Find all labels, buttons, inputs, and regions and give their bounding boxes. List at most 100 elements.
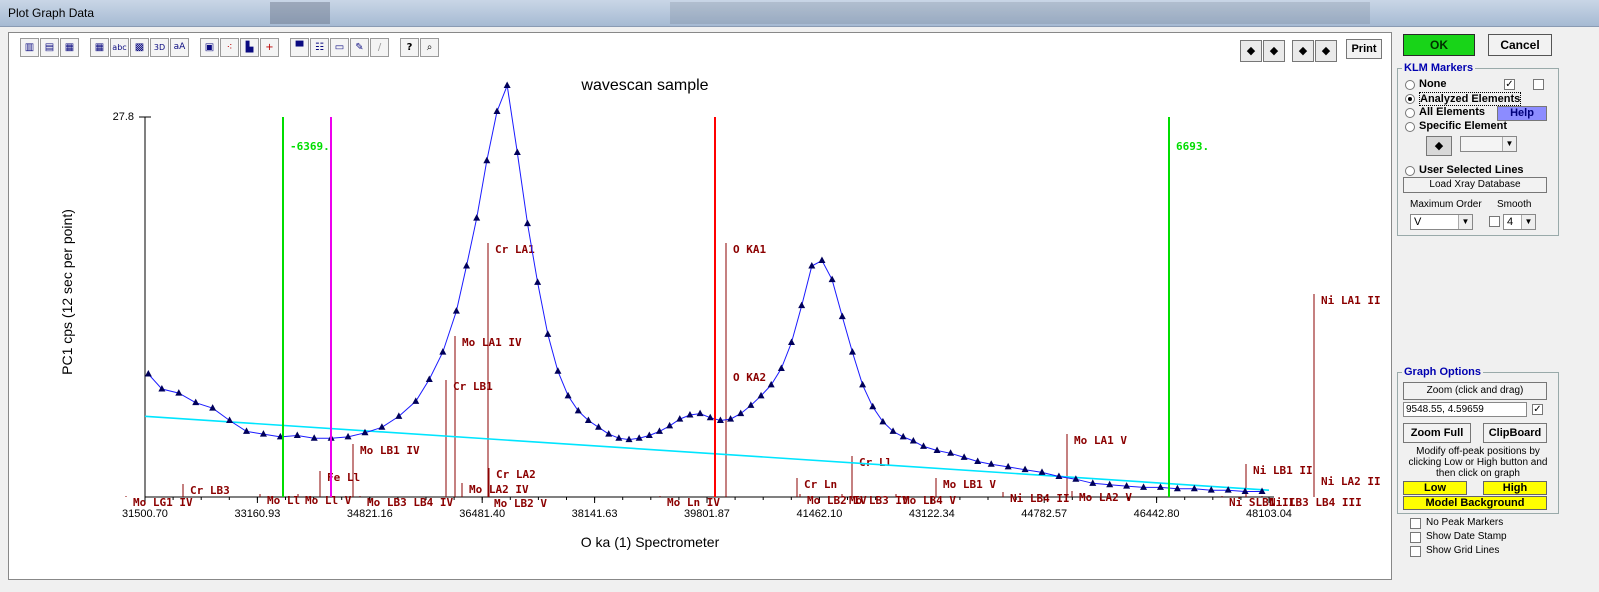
chart-type-icon[interactable]: ▙	[240, 38, 259, 57]
clipboard-button[interactable]: ClipBoard	[1483, 423, 1547, 443]
title-bar: Plot Graph Data	[0, 0, 1599, 27]
maximum-order-select[interactable]: V ▼	[1410, 214, 1473, 230]
element-select[interactable]: ▼	[1460, 136, 1517, 152]
data-point	[889, 427, 897, 434]
x-tick-label: 33160.93	[234, 508, 280, 520]
klm-marker-label: Mo LB1 IV	[360, 444, 420, 457]
x-tick-labels: 31500.70 33160.93 34821.16 36481.40 38141.63…	[122, 508, 1292, 520]
no-peak-markers-checkbox[interactable]	[1410, 518, 1421, 529]
data-point	[378, 423, 386, 430]
data-point	[798, 301, 806, 309]
ok-button[interactable]: OK	[1403, 34, 1475, 56]
data-point	[767, 380, 775, 388]
data-point	[158, 385, 166, 392]
data-point	[920, 442, 928, 449]
radio-user-selected-lines[interactable]	[1405, 166, 1415, 176]
klm-marker-label: Ni LA1 II	[1321, 294, 1381, 307]
klm-marker-label: Mo Ll	[267, 494, 300, 507]
show-grid-lines-checkbox[interactable]	[1410, 546, 1421, 557]
background-window-ghost	[670, 2, 1370, 24]
data-point	[1241, 487, 1249, 495]
wavescan-plot[interactable]: wavescan sample O ka (1) Spectrometer PC…	[0, 0, 1394, 592]
data-point	[1004, 462, 1012, 470]
pencil-icon[interactable]: /	[370, 38, 389, 57]
print-button[interactable]: Print	[1346, 39, 1382, 59]
show-date-stamp-checkbox[interactable]	[1410, 532, 1421, 543]
radio-specific-element[interactable]	[1405, 122, 1415, 132]
crosshair-icon[interactable]: +	[260, 38, 279, 57]
x-tick-label: 39801.87	[684, 508, 730, 520]
data-point	[439, 348, 447, 355]
x-tick-label: 48103.04	[1246, 508, 1292, 520]
cancel-button[interactable]: Cancel	[1488, 34, 1552, 56]
data-point	[727, 415, 735, 422]
data-point	[1207, 486, 1215, 493]
x-tick-label: 31500.70	[122, 508, 168, 520]
bar-chart-icon[interactable]: ▥	[20, 38, 39, 57]
maximum-order-label: Maximum Order	[1410, 199, 1482, 210]
help-icon[interactable]: ?	[400, 38, 419, 57]
smooth-select[interactable]: 4 ▼	[1503, 214, 1536, 230]
radio-all-elements[interactable]	[1405, 108, 1415, 118]
klm-marker-label: Cr LB1	[453, 380, 493, 393]
data-point	[395, 412, 403, 419]
data-point	[848, 348, 856, 355]
3d-icon[interactable]: 3D	[150, 38, 169, 57]
data-point	[828, 275, 836, 283]
low-button[interactable]: Low	[1403, 481, 1467, 495]
x-tick-label: 38141.63	[572, 508, 618, 520]
line-chart-icon[interactable]: ▦	[60, 38, 79, 57]
element-spin-arrows[interactable]: ◆	[1426, 136, 1452, 156]
edit-icon[interactable]: ✎	[350, 38, 369, 57]
klm-marker-label: Mo LA1 V	[1074, 434, 1127, 447]
font-icon[interactable]: aA	[170, 38, 189, 57]
zoom-full-button[interactable]: Zoom Full	[1403, 423, 1471, 443]
zoom-vertical-arrows[interactable]: ◆	[1292, 40, 1314, 62]
option-none: None	[1419, 78, 1447, 90]
model-background-button[interactable]: Model Background	[1403, 496, 1547, 510]
legend-icon[interactable]: ▀	[290, 38, 309, 57]
high-button[interactable]: High	[1483, 481, 1547, 495]
zoom-horizontal-arrows[interactable]: ◆	[1315, 40, 1337, 62]
scroll-vertical-arrows[interactable]: ◆	[1240, 40, 1262, 62]
radio-analyzed-elements[interactable]	[1405, 94, 1415, 104]
scroll-horizontal-arrows[interactable]: ◆	[1263, 40, 1285, 62]
data-point	[1156, 483, 1164, 490]
coordinates-checkbox[interactable]: ✓	[1532, 404, 1543, 415]
klm-marker-label: Mo LA1 IV	[462, 336, 522, 349]
table-icon[interactable]: ▦	[90, 38, 109, 57]
copy-icon[interactable]: ▣	[200, 38, 219, 57]
x-axis-label: O ka (1) Spectrometer	[581, 534, 720, 550]
klm-marker-label: O KA1	[733, 243, 766, 256]
data-point	[960, 453, 968, 460]
label-icon[interactable]: ▭	[330, 38, 349, 57]
zoom-icon[interactable]: ⌕	[420, 38, 439, 57]
klm-checkbox-2[interactable]	[1533, 79, 1544, 90]
cursor-coordinates: 9548.55, 4.59659	[1406, 404, 1484, 415]
data-point	[635, 434, 643, 441]
series-icon[interactable]: ☷	[310, 38, 329, 57]
maximum-order-value: V	[1414, 216, 1422, 228]
smooth-value: 4	[1507, 216, 1514, 228]
plot-axes	[139, 116, 1274, 503]
data-point	[1089, 479, 1097, 486]
help-button[interactable]: Help	[1497, 106, 1547, 121]
scatter-icon[interactable]: ⁖	[220, 38, 239, 57]
load-xray-database-button[interactable]: Load Xray Database	[1403, 177, 1547, 193]
abc-icon[interactable]: abc	[110, 38, 129, 57]
smooth-checkbox[interactable]	[1489, 216, 1500, 227]
data-point	[361, 428, 369, 436]
klm-marker-label: Mo LB2 V	[494, 497, 547, 510]
klm-checkbox-1[interactable]: ✓	[1504, 79, 1515, 90]
stacked-bar-icon[interactable]: ▤	[40, 38, 59, 57]
option-analyzed-elements: Analyzed Elements	[1419, 92, 1522, 106]
radio-none[interactable]	[1405, 80, 1415, 90]
data-point	[1055, 472, 1063, 479]
grid-icon[interactable]: ▩	[130, 38, 149, 57]
zoom-button[interactable]: Zoom (click and drag)	[1403, 382, 1547, 400]
data-point	[1258, 487, 1266, 495]
data-point	[344, 432, 352, 440]
data-point	[412, 397, 420, 404]
data-point	[747, 401, 755, 408]
data-point	[869, 402, 877, 410]
